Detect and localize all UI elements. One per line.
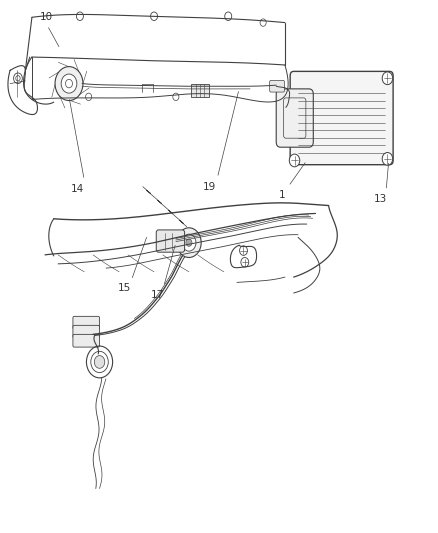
Circle shape [259,19,265,26]
Circle shape [381,152,392,165]
Circle shape [55,67,83,101]
Circle shape [240,257,248,267]
FancyBboxPatch shape [73,334,99,347]
Circle shape [85,93,92,101]
Text: 14: 14 [71,184,84,195]
Circle shape [289,154,299,167]
Bar [191,84,208,97]
FancyBboxPatch shape [276,89,313,147]
Text: 10: 10 [40,12,53,21]
Circle shape [76,12,83,20]
Circle shape [185,239,191,246]
Text: 19: 19 [203,182,216,192]
Circle shape [65,79,72,88]
FancyBboxPatch shape [290,71,392,165]
FancyBboxPatch shape [156,230,184,252]
Circle shape [381,72,392,85]
Text: 17: 17 [151,290,164,300]
FancyBboxPatch shape [73,325,99,338]
FancyBboxPatch shape [73,317,99,329]
Circle shape [61,74,77,93]
Circle shape [150,12,157,20]
FancyBboxPatch shape [269,80,284,92]
Circle shape [14,73,22,84]
Circle shape [16,76,20,81]
Text: 15: 15 [117,284,131,294]
Circle shape [224,12,231,20]
Circle shape [94,356,105,368]
Circle shape [182,234,195,251]
Text: 13: 13 [373,194,386,204]
Circle shape [239,246,247,255]
Circle shape [173,93,179,101]
Text: 1: 1 [278,190,285,200]
Circle shape [177,228,201,257]
